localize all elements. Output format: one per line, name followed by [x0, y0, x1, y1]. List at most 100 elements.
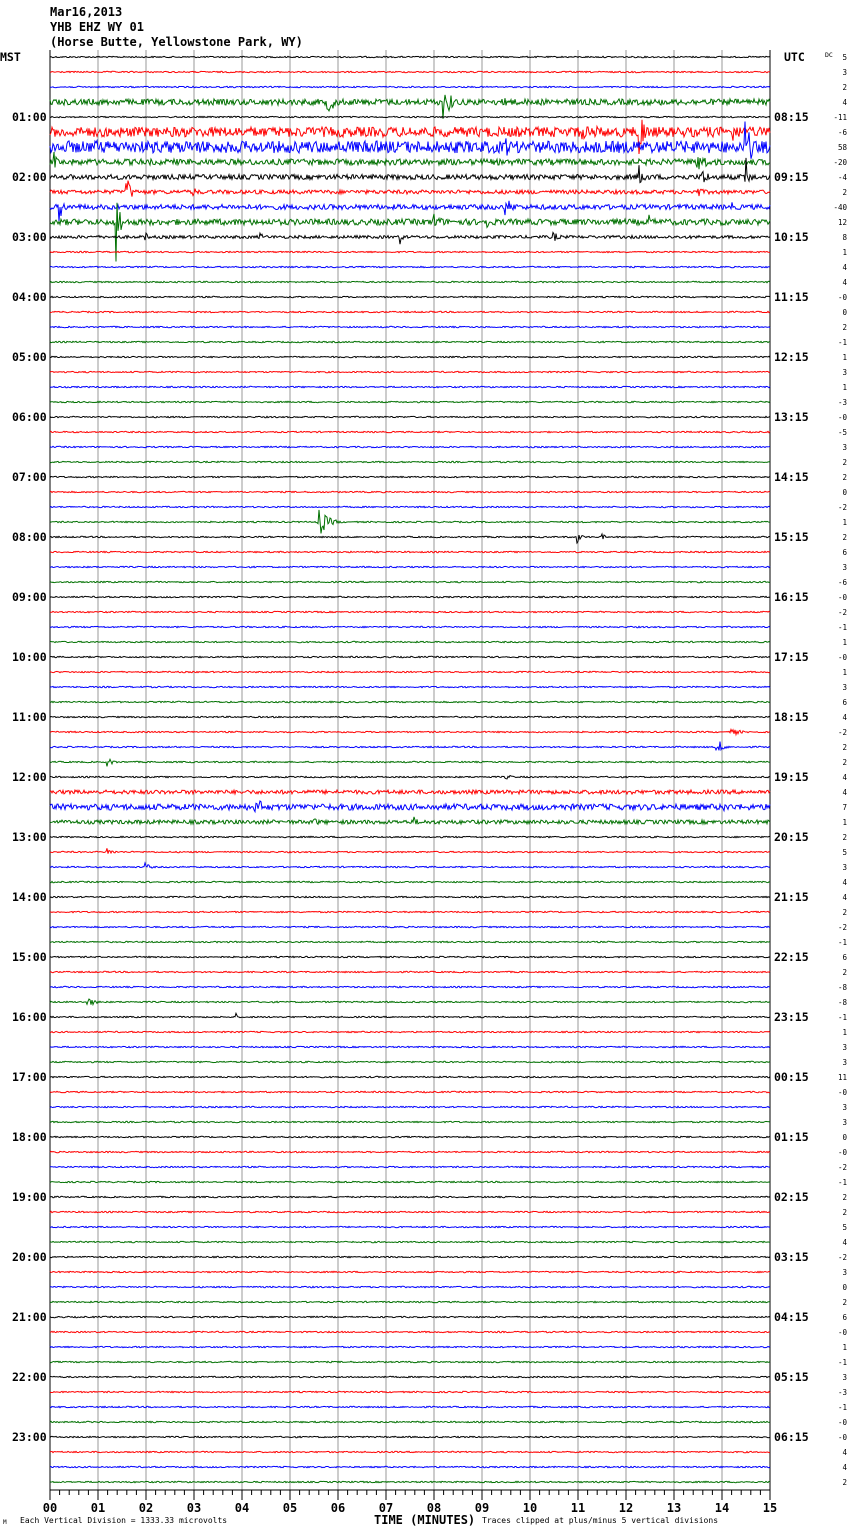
trace-row	[49, 385, 771, 389]
dc-offset-value: -0	[838, 413, 848, 422]
dc-offset-value: -0	[838, 653, 848, 662]
trace-row	[49, 1450, 771, 1454]
clip-note: Traces clipped at plus/minus 5 vertical …	[482, 1516, 718, 1525]
trace-row	[49, 1435, 770, 1439]
dc-offset-value: -0	[838, 1148, 848, 1157]
dc-offset-value: 2	[842, 323, 847, 332]
mst-hour-label: 20:00	[12, 1250, 47, 1264]
dc-offset-value: -1	[838, 1403, 847, 1412]
utc-hour-label: 05:15	[774, 1370, 809, 1384]
dc-offset-value: -0	[838, 1328, 848, 1337]
dc-offset-value: 5	[842, 53, 847, 62]
dc-offset-value: -5	[838, 428, 847, 437]
trace-row	[49, 1480, 771, 1484]
trace-row	[49, 400, 771, 404]
trace-row	[49, 1330, 771, 1334]
trace-row	[49, 1030, 771, 1034]
dc-label: DC	[825, 51, 833, 59]
trace-row	[49, 1090, 771, 1094]
dc-offset-value: -3	[838, 1388, 847, 1397]
dc-offset-value: 2	[842, 1193, 847, 1202]
x-tick-label: 04	[235, 1501, 249, 1515]
trace-row	[49, 788, 771, 796]
trace-row	[49, 1300, 770, 1304]
trace-row	[49, 250, 771, 254]
trace-row	[49, 1195, 771, 1199]
x-tick-label: 13	[667, 1501, 681, 1515]
utc-hour-label: 16:15	[774, 590, 809, 604]
dc-offset-value: 1	[842, 1028, 847, 1037]
x-tick-label: 11	[571, 1501, 585, 1515]
mst-hour-label: 22:00	[12, 1370, 47, 1384]
utc-hour-label: 22:15	[774, 950, 809, 964]
dc-offset-value: -1	[838, 1358, 847, 1367]
dc-offset-value: -0	[838, 1418, 848, 1427]
trace-row	[49, 655, 771, 659]
trace-row	[49, 985, 770, 989]
trace-row	[49, 415, 771, 419]
trace-row	[49, 370, 771, 374]
trace-row	[49, 727, 771, 737]
dc-offset-value: 2	[842, 1478, 847, 1487]
mst-hour-label: 11:00	[12, 710, 47, 724]
utc-hour-label: 11:15	[774, 290, 809, 304]
utc-hour-label: 20:15	[774, 830, 809, 844]
trace-row	[49, 115, 771, 119]
dc-offset-value: 2	[842, 473, 847, 482]
dc-offset-value: 2	[842, 458, 847, 467]
dc-offset-value: 0	[842, 1283, 847, 1292]
time-axis: 00 01 02 03 04 05 06 07 08 09 10 11 12 13 14 15	[43, 1489, 777, 1515]
dc-offset-value: -2	[838, 503, 847, 512]
dc-offset-value: -0	[838, 293, 848, 302]
trace-row	[49, 231, 771, 245]
dc-offset-value: 3	[842, 863, 847, 872]
dc-offset-value: 4	[842, 278, 847, 287]
dc-offset-value: 4	[842, 1238, 847, 1247]
trace-row	[49, 340, 770, 344]
x-tick-label: 03	[187, 1501, 201, 1515]
trace-row	[49, 925, 771, 929]
trace-row	[49, 1165, 771, 1169]
dc-offset-value: 3	[842, 1118, 847, 1127]
mst-hour-label: 13:00	[12, 830, 47, 844]
trace-row	[49, 445, 771, 449]
trace-row	[49, 121, 771, 159]
mst-hour-label: 09:00	[12, 590, 47, 604]
dc-offset-value: -11	[833, 113, 847, 122]
dc-offset-value: -2	[838, 608, 847, 617]
trace-row	[49, 532, 771, 545]
mst-hour-label: 18:00	[12, 1130, 47, 1144]
utc-label: UTC	[784, 50, 805, 64]
dc-offset-value: 6	[842, 698, 847, 707]
dc-offset-value: 1	[842, 1343, 847, 1352]
dc-offset-value: 6	[842, 953, 847, 962]
dc-offset-value: -20	[833, 158, 847, 167]
dc-offset-value: 3	[842, 443, 847, 452]
trace-row	[49, 1420, 771, 1424]
dc-offset-value: -1	[838, 938, 847, 947]
mst-hour-label: 23:00	[12, 1430, 47, 1444]
dc-offset-value: -2	[838, 1163, 847, 1172]
mst-hour-label: 05:00	[12, 350, 47, 364]
dc-offset-value: 5	[842, 848, 847, 857]
utc-hour-label: 04:15	[774, 1310, 809, 1324]
utc-hour-label: 17:15	[774, 650, 809, 664]
trace-row	[49, 1150, 771, 1154]
date-label: Mar16,2013	[50, 5, 122, 19]
trace-row	[49, 70, 771, 74]
trace-row	[49, 940, 771, 944]
trace-row	[49, 355, 771, 359]
dc-offset-value: -1	[838, 1013, 847, 1022]
trace-row	[49, 265, 771, 269]
dc-offset-value: 4	[842, 1463, 847, 1472]
x-tick-label: 01	[91, 1501, 105, 1515]
mst-hour-label: 15:00	[12, 950, 47, 964]
dc-offset-value: -1	[838, 338, 847, 347]
trace-row	[49, 1270, 770, 1274]
dc-offset-value: 4	[842, 1448, 847, 1457]
trace-row	[49, 151, 771, 170]
trace-row	[49, 1210, 771, 1214]
utc-hour-label: 13:15	[774, 410, 809, 424]
trace-row	[49, 202, 771, 262]
